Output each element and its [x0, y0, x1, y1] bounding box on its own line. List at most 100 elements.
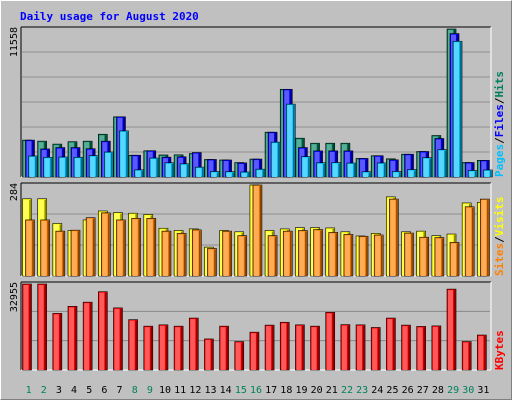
pages-bar — [134, 169, 144, 178]
sites-bar — [146, 218, 157, 277]
pages-bar — [119, 130, 129, 178]
kbytes-bar — [416, 326, 426, 371]
kbytes-bar — [249, 331, 260, 371]
pages-bar — [331, 162, 342, 178]
legend-kbytes: KBytes — [493, 330, 506, 370]
legend-hits-files-pages: Pages/Files/Hits — [493, 71, 506, 177]
x-tick-label: 6 — [101, 385, 107, 396]
kbytes-bar — [264, 324, 275, 371]
sites-bar — [85, 217, 96, 277]
pages-bar — [255, 168, 266, 178]
x-tick-label: 18 — [280, 385, 292, 396]
pages-bar — [422, 157, 432, 178]
sites-bar — [282, 230, 293, 277]
kbytes-bar — [113, 307, 123, 371]
x-tick-label: 1 — [26, 385, 32, 396]
x-tick-label: 10 — [159, 385, 171, 396]
pages-bar — [452, 40, 463, 178]
legend-part: Hits — [493, 71, 506, 98]
kbytes-bar — [67, 306, 78, 371]
x-tick-label: 20 — [311, 385, 323, 396]
pages-bar — [194, 166, 205, 178]
x-tick-label: 19 — [295, 385, 307, 396]
x-tick-label: 13 — [204, 385, 216, 396]
pages-bar — [361, 171, 372, 178]
sites-bar — [449, 242, 460, 277]
sites-bar — [252, 184, 263, 277]
sites-bar — [116, 219, 126, 277]
kbytes-bar — [461, 341, 472, 371]
legend-part: Files — [493, 104, 506, 137]
x-tick-label: 24 — [371, 385, 383, 396]
legend-visits-sites: Sites/Visits — [493, 197, 506, 277]
sites-bar — [267, 235, 278, 277]
legend-part: / — [493, 97, 506, 104]
legend-part: Visits — [493, 197, 506, 237]
kbytes-bar — [279, 321, 290, 371]
x-tick-label: 7 — [117, 385, 123, 396]
kbytes-bar — [98, 291, 108, 371]
sites-bar — [176, 233, 187, 277]
sites-bar — [237, 235, 248, 277]
x-tick-label: 2 — [41, 385, 47, 396]
kbytes-bar — [158, 324, 169, 371]
sites-bar — [389, 198, 399, 277]
sites-bar — [343, 234, 354, 277]
pages-bar — [210, 171, 220, 178]
sites-bar — [40, 219, 50, 277]
pages-bar — [346, 162, 357, 178]
pages-bar — [301, 156, 311, 178]
kbytes-bar — [340, 324, 351, 371]
kbytes-bar — [310, 325, 320, 371]
x-tick-label: 26 — [402, 385, 414, 396]
pages-bar — [316, 162, 326, 178]
legend-part: / — [493, 236, 506, 243]
x-tick-label: 22 — [341, 385, 353, 396]
sites-bar — [25, 219, 35, 277]
pages-bar — [285, 103, 296, 178]
x-tick-label: 14 — [220, 385, 232, 396]
kbytes-bar — [234, 341, 245, 371]
kbytes-bar — [22, 283, 32, 371]
pages-bar — [164, 162, 175, 178]
sites-bar — [161, 230, 172, 277]
kbytes-bar — [477, 334, 487, 371]
sites-bar — [358, 235, 369, 277]
kbytes-bar — [82, 301, 93, 371]
sites-bar — [101, 212, 111, 277]
sites-bar — [328, 232, 339, 277]
sites-bar — [480, 198, 490, 277]
x-tick-label: 12 — [189, 385, 201, 396]
x-tick-label: 28 — [432, 385, 444, 396]
x-tick-label: 3 — [56, 385, 62, 396]
pages-bar — [149, 157, 160, 178]
x-tick-label: 11 — [174, 385, 186, 396]
kbytes-bar — [188, 317, 199, 371]
kbytes-bar — [219, 325, 229, 371]
kbytes-bar — [128, 319, 138, 371]
pages-bar — [28, 155, 38, 178]
kbytes-bar — [370, 327, 381, 371]
chart-title: Daily usage for August 2020 — [20, 10, 199, 23]
sites-bar — [55, 230, 66, 277]
kbytes-bar — [295, 324, 305, 371]
kbytes-bar — [143, 325, 154, 371]
pages-bar — [467, 170, 478, 178]
kbytes-bar — [52, 313, 63, 371]
legend-part: KBytes — [493, 330, 506, 370]
x-tick-label: 31 — [477, 385, 489, 396]
pages-bar — [376, 162, 387, 178]
kbytes-bar — [355, 324, 366, 371]
legend-part: Sites — [493, 243, 506, 276]
x-tick-label: 8 — [132, 385, 138, 396]
x-tick-label: 17 — [265, 385, 277, 396]
sites-bar — [373, 234, 384, 277]
x-tick-label: 4 — [71, 385, 77, 396]
x-tick-label: 15 — [235, 385, 247, 396]
panel-kbytes: 32955 KBytes — [9, 281, 506, 371]
panel-visits-sites: 284 Sites/Visits — [9, 182, 506, 277]
pages-bar — [407, 169, 417, 178]
y-max-label: 284 — [9, 183, 20, 201]
